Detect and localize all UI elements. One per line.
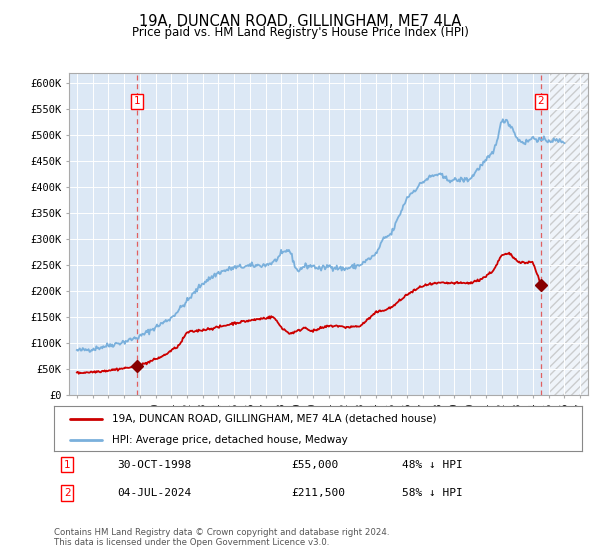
Text: 19A, DUNCAN ROAD, GILLINGHAM, ME7 4LA (detached house): 19A, DUNCAN ROAD, GILLINGHAM, ME7 4LA (d…	[112, 413, 437, 423]
Text: 2: 2	[64, 488, 71, 498]
Text: 1: 1	[134, 96, 140, 106]
Text: 1: 1	[64, 460, 71, 470]
Text: 2: 2	[538, 96, 544, 106]
Text: Contains HM Land Registry data © Crown copyright and database right 2024.
This d: Contains HM Land Registry data © Crown c…	[54, 528, 389, 547]
Text: £211,500: £211,500	[292, 488, 346, 498]
Text: £55,000: £55,000	[292, 460, 339, 470]
Text: HPI: Average price, detached house, Medway: HPI: Average price, detached house, Medw…	[112, 435, 348, 445]
Bar	[548, 73, 588, 395]
Text: 19A, DUNCAN ROAD, GILLINGHAM, ME7 4LA: 19A, DUNCAN ROAD, GILLINGHAM, ME7 4LA	[139, 14, 461, 29]
Text: 58% ↓ HPI: 58% ↓ HPI	[403, 488, 463, 498]
Bar	[548, 73, 588, 395]
Text: 30-OCT-1998: 30-OCT-1998	[118, 460, 191, 470]
Text: 04-JUL-2024: 04-JUL-2024	[118, 488, 191, 498]
Text: 48% ↓ HPI: 48% ↓ HPI	[403, 460, 463, 470]
Text: Price paid vs. HM Land Registry's House Price Index (HPI): Price paid vs. HM Land Registry's House …	[131, 26, 469, 39]
